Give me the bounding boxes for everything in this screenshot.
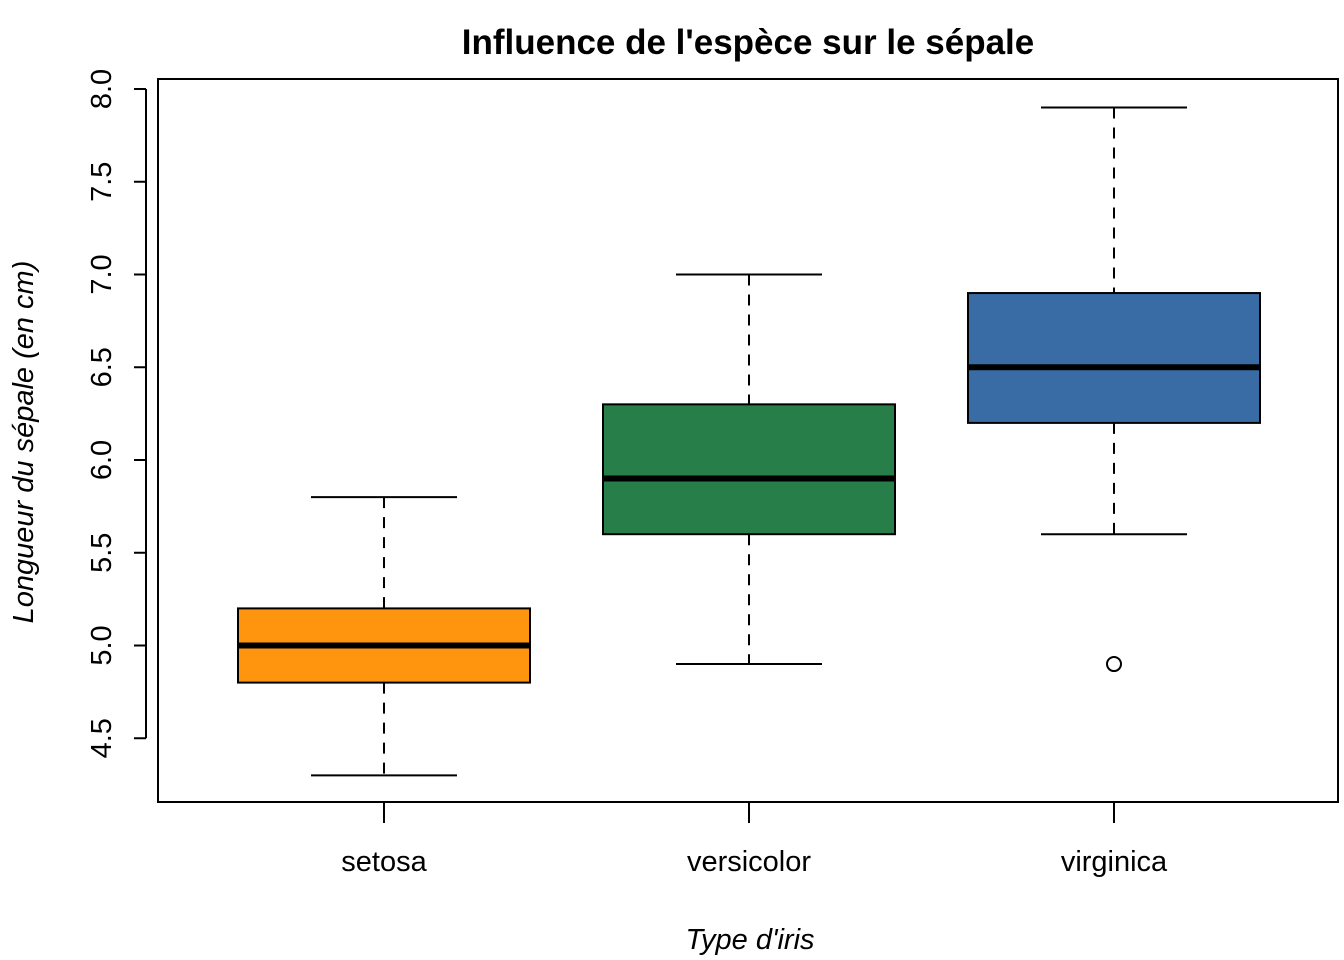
y-tick-label: 7.5 xyxy=(86,162,118,202)
x-axis: setosa versicolor virginica xyxy=(341,801,1168,878)
y-tick-label: 6.0 xyxy=(86,440,118,480)
box-iqr xyxy=(602,403,896,536)
y-tick-label: 5.0 xyxy=(86,625,118,665)
y-axis-title: Longueur du sépale (en cm) xyxy=(8,261,40,624)
y-tick-label: 6.5 xyxy=(86,347,118,387)
y-tick-label: 7.0 xyxy=(86,254,118,294)
x-axis-title: Type d'iris xyxy=(685,924,814,956)
box-iqr xyxy=(967,292,1261,424)
x-tick-label: virginica xyxy=(1061,846,1168,878)
box-virginica xyxy=(967,106,1261,673)
box-versicolor xyxy=(602,273,896,666)
outlier-point xyxy=(1106,656,1122,673)
x-tick-label: setosa xyxy=(341,846,427,878)
chart-title: Influence de l'espèce sur le sépale xyxy=(462,23,1034,62)
box-setosa xyxy=(237,496,531,777)
y-axis: 4.5 5.0 5.5 6.0 6.5 7.0 7.5 8.0 xyxy=(86,69,147,758)
y-tick-label: 4.5 xyxy=(86,718,118,758)
y-tick-label: 8.0 xyxy=(86,69,118,109)
x-tick-label: versicolor xyxy=(687,846,811,878)
box-series xyxy=(237,106,1261,777)
y-tick-label: 5.5 xyxy=(86,533,118,573)
